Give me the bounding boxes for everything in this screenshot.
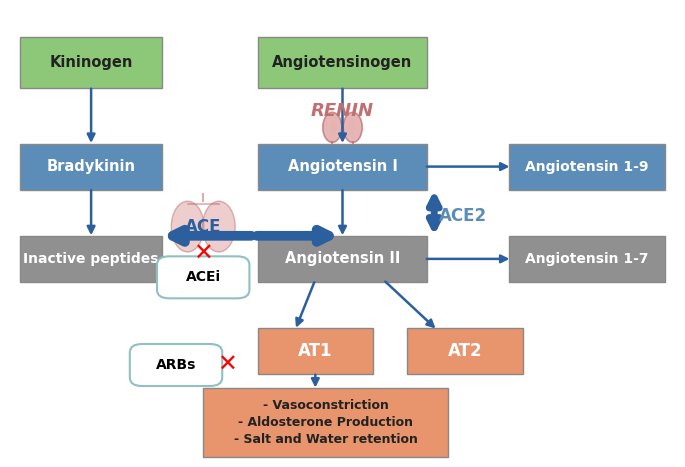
FancyBboxPatch shape [407,328,523,374]
FancyBboxPatch shape [157,256,249,298]
Ellipse shape [203,201,235,252]
Ellipse shape [348,120,355,134]
Text: AT2: AT2 [447,342,482,360]
Ellipse shape [330,120,337,134]
Text: - Vasoconstriction
- Aldosterone Production
- Salt and Water retention: - Vasoconstriction - Aldosterone Product… [234,399,417,446]
FancyBboxPatch shape [20,37,162,88]
Text: ACEi: ACEi [186,270,221,284]
Ellipse shape [171,201,204,252]
Text: RENIN: RENIN [311,102,374,120]
FancyBboxPatch shape [258,236,427,282]
Text: Angiotensinogen: Angiotensinogen [273,55,412,70]
FancyBboxPatch shape [130,344,222,386]
Text: ACE2: ACE2 [439,207,488,225]
FancyBboxPatch shape [258,143,427,190]
Text: Inactive peptides: Inactive peptides [23,252,159,266]
Text: Angiotensin 1-9: Angiotensin 1-9 [525,160,649,174]
FancyBboxPatch shape [258,328,373,374]
Text: AT1: AT1 [298,342,333,360]
FancyBboxPatch shape [509,143,665,190]
Text: ACE: ACE [185,218,221,235]
Text: ARBs: ARBs [156,358,196,372]
Text: ✕: ✕ [217,353,237,377]
Text: Angiotensin I: Angiotensin I [288,159,397,174]
Text: Kininogen: Kininogen [49,55,133,70]
FancyBboxPatch shape [20,143,162,190]
Ellipse shape [323,113,342,142]
Ellipse shape [343,113,362,142]
FancyBboxPatch shape [509,236,665,282]
Text: Bradykinin: Bradykinin [47,159,136,174]
Text: Angiotensin 1-7: Angiotensin 1-7 [525,252,649,266]
Text: ✕: ✕ [193,241,213,265]
FancyBboxPatch shape [20,236,162,282]
FancyBboxPatch shape [258,37,427,88]
FancyBboxPatch shape [203,388,448,457]
Text: Angiotensin II: Angiotensin II [285,251,400,266]
